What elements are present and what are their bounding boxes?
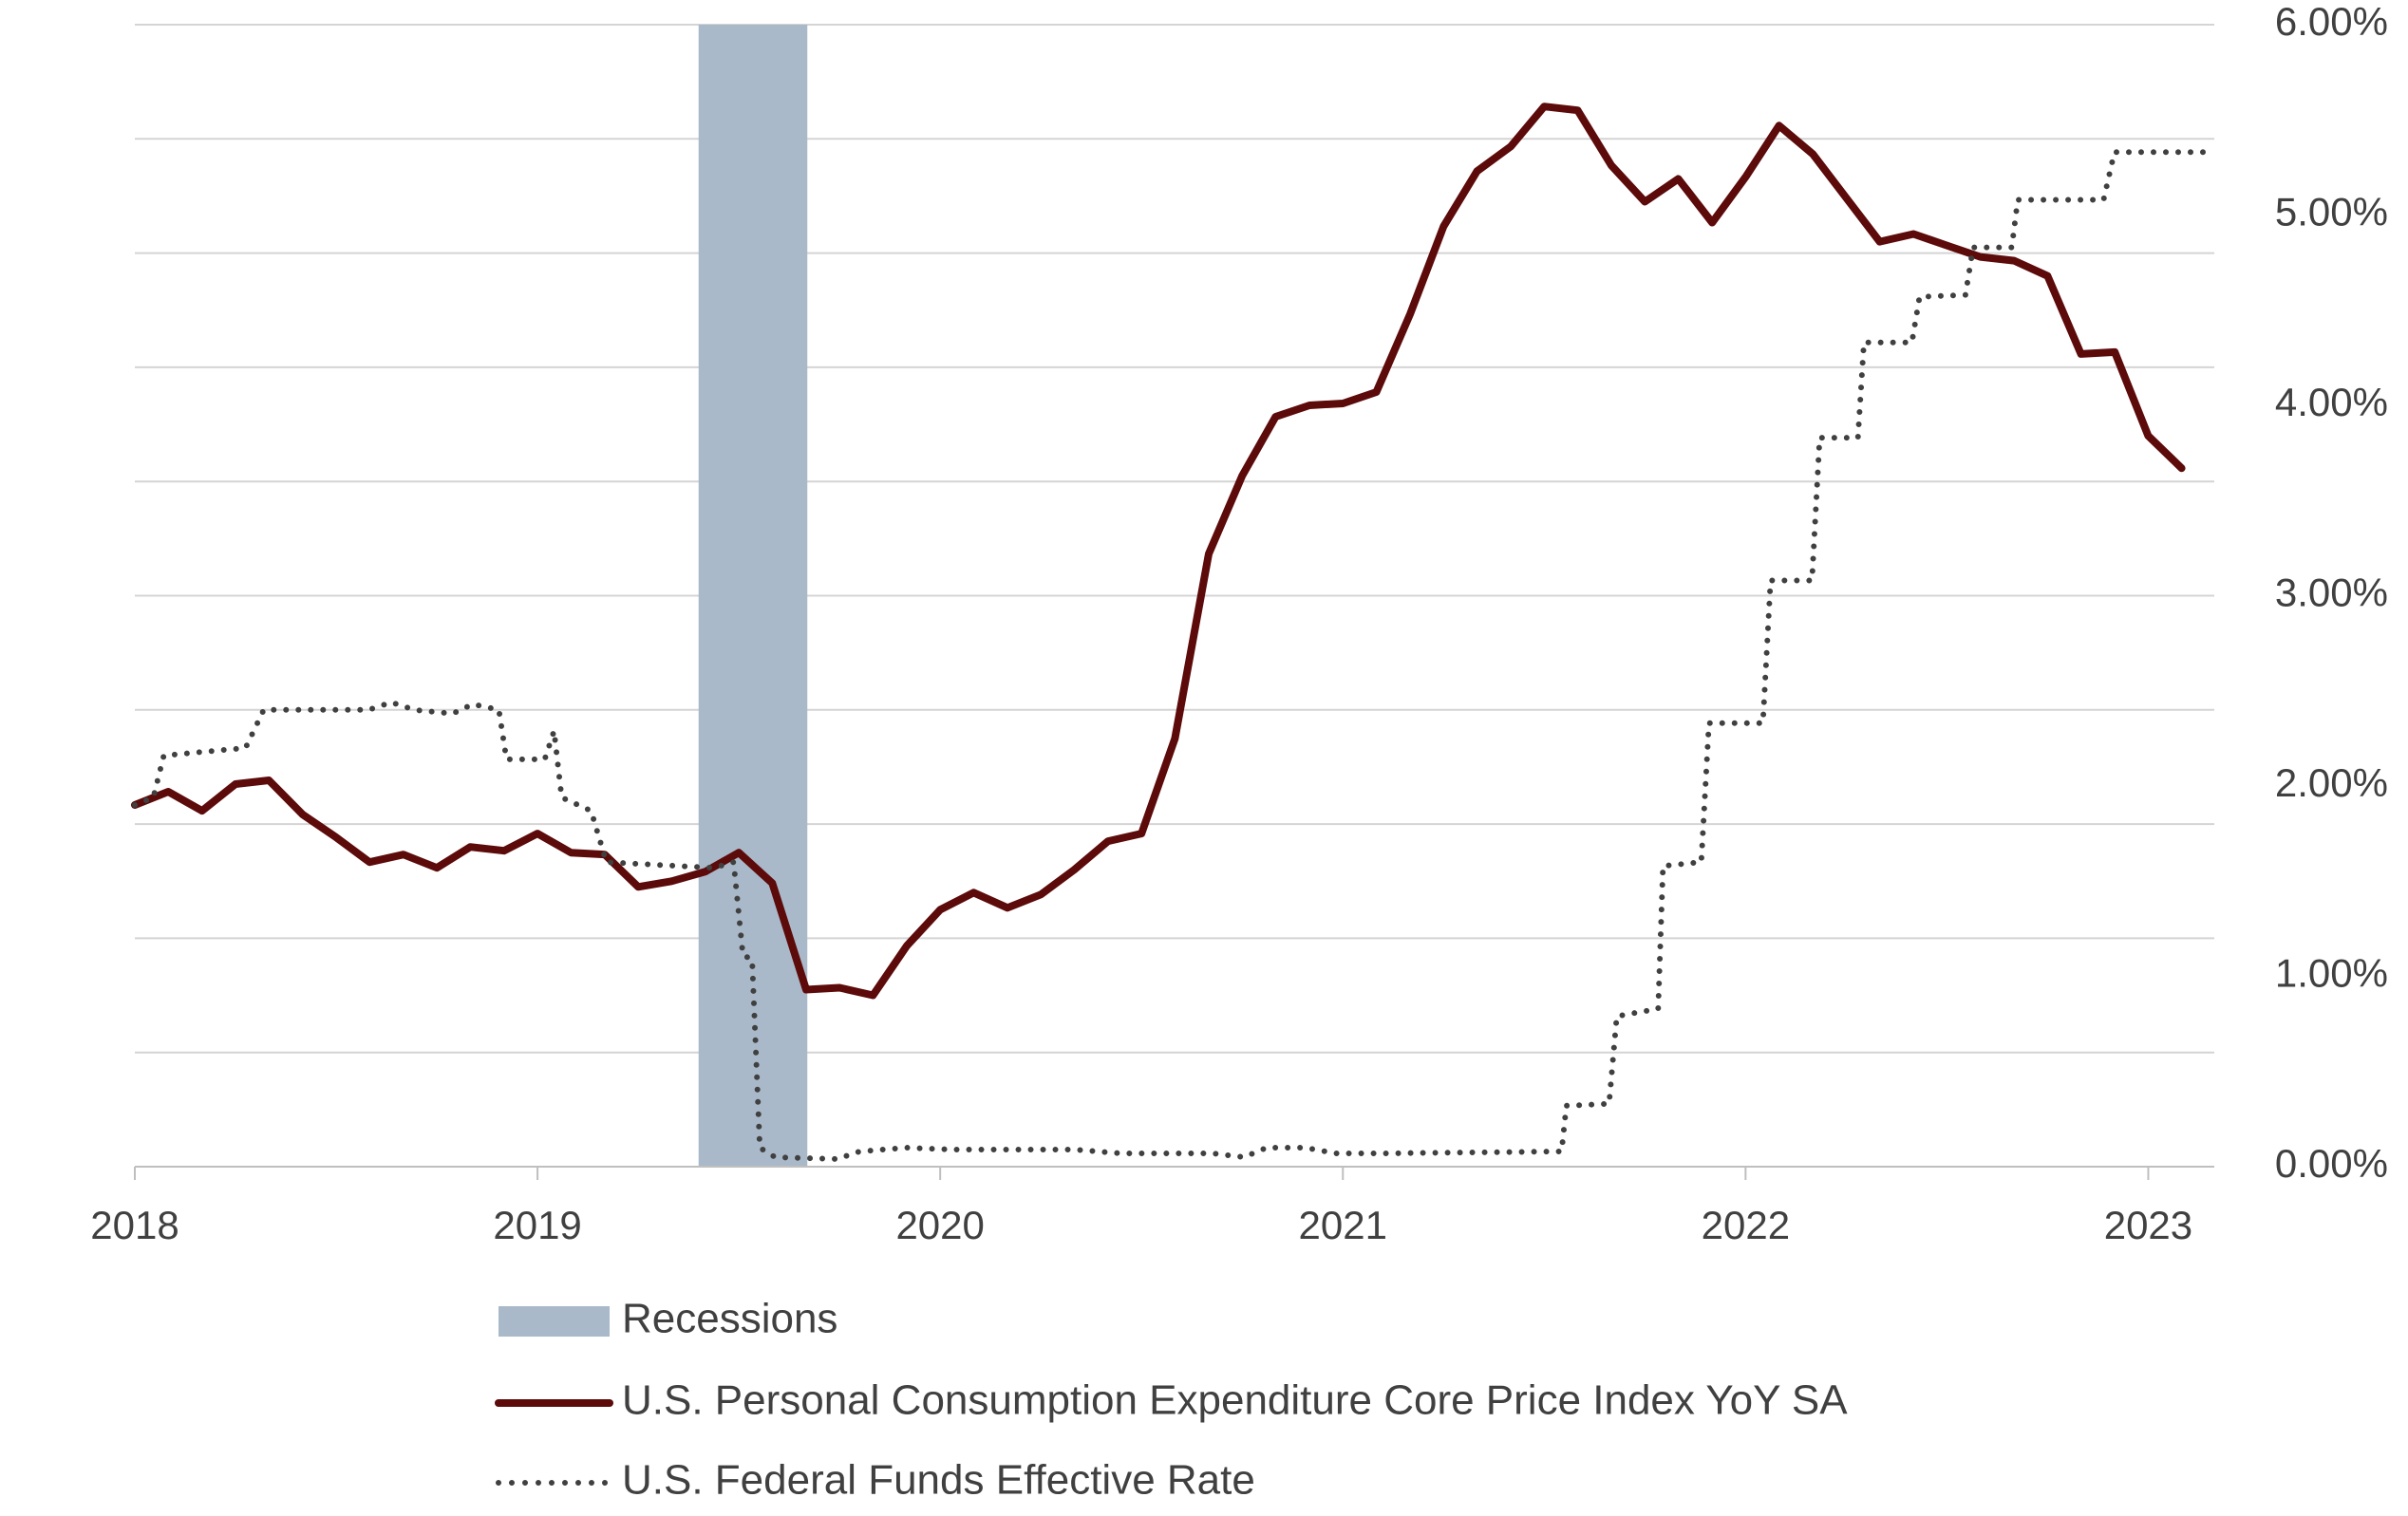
x-tick-label: 2022 bbox=[1702, 1203, 1790, 1247]
y-tick-label: 0.00% bbox=[2275, 1141, 2388, 1186]
y-tick-label: 5.00% bbox=[2275, 190, 2388, 234]
x-tick-label: 2019 bbox=[493, 1203, 581, 1247]
y-tick-label: 2.00% bbox=[2275, 760, 2388, 805]
legend-label: U.S. Personal Consumption Expenditure Co… bbox=[622, 1377, 1848, 1424]
x-tick-label: 2020 bbox=[895, 1203, 984, 1247]
y-tick-label: 3.00% bbox=[2275, 571, 2388, 615]
recession-band bbox=[698, 25, 808, 1167]
x-tick-label: 2023 bbox=[2104, 1203, 2192, 1247]
x-tick-label: 2021 bbox=[1299, 1203, 1387, 1247]
y-tick-label: 6.00% bbox=[2275, 0, 2388, 44]
legend-label: U.S. Federal Funds Effective Rate bbox=[622, 1457, 1255, 1504]
legend-label: Recessions bbox=[622, 1296, 837, 1342]
y-tick-label: 4.00% bbox=[2275, 380, 2388, 424]
y-tick-label: 1.00% bbox=[2275, 951, 2388, 996]
series-line bbox=[131, 103, 2186, 1000]
x-tick-label: 2018 bbox=[90, 1203, 179, 1247]
series-line bbox=[132, 149, 2217, 1162]
legend-swatch bbox=[499, 1306, 610, 1337]
